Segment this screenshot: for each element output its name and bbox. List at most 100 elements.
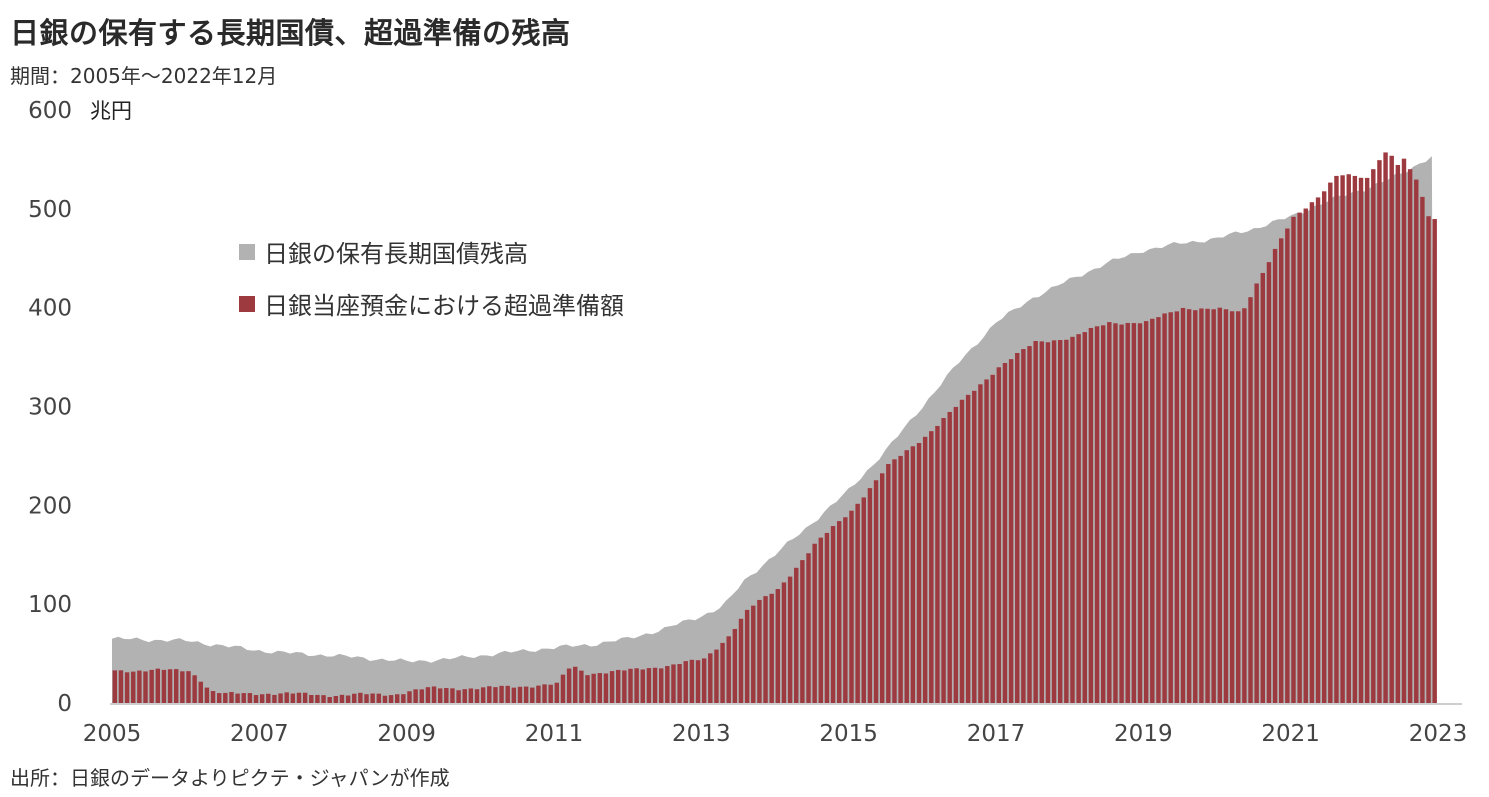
excess-reserve-bar	[505, 685, 510, 703]
excess-reserve-bar	[1027, 346, 1032, 703]
chart-period: 期間：2005年～2022年12月	[10, 64, 278, 88]
excess-reserve-bar	[867, 488, 873, 703]
excess-reserve-bar	[646, 668, 652, 703]
excess-reserve-bar	[370, 693, 375, 703]
excess-reserve-bar	[1223, 309, 1229, 703]
excess-reserve-bar	[137, 670, 142, 703]
y-tick-label: 400	[28, 296, 72, 322]
excess-reserve-bar	[953, 406, 959, 703]
y-tick-label: 600	[28, 98, 72, 124]
excess-reserve-bar	[665, 666, 670, 703]
excess-reserve-bar	[456, 690, 461, 703]
excess-reserve-bar	[1260, 272, 1266, 703]
excess-reserve-bar	[714, 649, 719, 703]
excess-reserve-bar	[1180, 307, 1186, 703]
excess-reserve-bar	[167, 669, 173, 703]
excess-reserve-bar	[1217, 307, 1223, 703]
x-tick-label: 2011	[525, 721, 584, 747]
excess-reserve-bar	[990, 374, 995, 703]
excess-reserve-bar	[345, 695, 351, 703]
excess-reserve-bar	[462, 689, 467, 703]
excess-reserve-bar	[523, 686, 529, 703]
excess-reserve-bar	[689, 659, 695, 703]
excess-reserve-bar	[781, 582, 787, 703]
excess-reserve-bar	[769, 593, 774, 703]
excess-reserve-bar	[1193, 310, 1198, 703]
excess-reserve-bar	[1420, 196, 1425, 703]
chart-title: 日銀の保有する長期国債、超過準備の残高	[10, 16, 571, 50]
excess-reserve-bar	[284, 692, 289, 703]
excess-reserve-bar	[143, 671, 148, 703]
excess-reserve-bar	[382, 695, 388, 703]
excess-reserve-bar	[204, 687, 210, 703]
excess-reserve-bar	[499, 685, 504, 703]
excess-reserve-bar	[1242, 308, 1247, 703]
excess-reserve-bar	[972, 390, 977, 703]
excess-reserve-bar	[1389, 155, 1394, 703]
excess-reserve-bar	[843, 517, 848, 703]
excess-reserve-bar	[272, 694, 277, 703]
excess-reserve-bar	[401, 694, 406, 703]
excess-reserve-bar	[941, 418, 946, 703]
excess-reserve-bar	[1407, 169, 1413, 703]
excess-reserve-bar	[591, 673, 596, 703]
excess-reserve-bar	[757, 599, 762, 703]
excess-reserve-bar	[1414, 179, 1419, 703]
y-tick-label: 100	[28, 592, 72, 618]
excess-reserve-bar	[1236, 311, 1241, 703]
excess-reserve-bar	[1076, 334, 1081, 703]
excess-reserve-bar	[395, 694, 400, 703]
excess-reserve-bar	[554, 682, 560, 703]
excess-reserve-bar	[339, 694, 345, 703]
excess-reserve-bar	[223, 692, 228, 703]
excess-reserve-bar	[935, 425, 940, 703]
excess-reserve-bar	[849, 510, 854, 703]
excess-reserve-bar	[1021, 349, 1026, 703]
excess-reserve-bar	[419, 689, 424, 703]
excess-reserve-bar	[425, 687, 431, 703]
excess-reserve-bar	[1125, 322, 1130, 703]
excess-reserve-bar	[1045, 342, 1051, 703]
excess-reserve-bar	[751, 605, 756, 703]
y-tick-label: 500	[28, 197, 72, 223]
excess-reserve-bar	[597, 673, 603, 703]
excess-reserve-bar	[585, 675, 590, 703]
excess-reserve-bar	[1174, 311, 1180, 703]
excess-reserve-bar	[726, 636, 731, 703]
excess-reserve-bar	[634, 668, 639, 703]
excess-reserve-bar	[609, 671, 615, 703]
excess-reserve-bar	[1371, 169, 1376, 703]
excess-reserve-bar	[800, 560, 805, 703]
x-tick-label: 2021	[1261, 721, 1320, 747]
excess-reserve-bar	[1088, 327, 1094, 703]
excess-reserve-bar	[548, 684, 553, 703]
excess-reserve-bar	[824, 532, 830, 703]
excess-reserve-bar	[1039, 341, 1045, 703]
excess-reserve-bar	[922, 436, 928, 703]
excess-reserve-bar	[155, 668, 161, 703]
excess-reserve-bar	[480, 687, 486, 703]
excess-reserve-bar	[296, 692, 302, 703]
excess-reserve-bar	[1334, 175, 1339, 703]
excess-reserve-bar	[929, 431, 934, 703]
excess-reserve-bar	[1309, 202, 1315, 703]
excess-reserve-bar	[1285, 228, 1290, 703]
excess-reserve-bar	[388, 695, 394, 703]
excess-reserve-bar	[1352, 175, 1358, 703]
excess-reserve-bar	[560, 674, 566, 703]
excess-reserve-bar	[229, 691, 234, 703]
excess-reserve-bar	[701, 658, 707, 703]
excess-reserve-bar	[149, 669, 154, 703]
excess-reserve-bar	[1156, 317, 1161, 703]
excess-reserve-bar	[124, 672, 130, 703]
excess-reserve-bar	[640, 669, 645, 703]
excess-reserve-bar	[468, 688, 474, 703]
excess-reserve-bar	[407, 691, 412, 703]
excess-reserve-bar	[787, 576, 793, 703]
chart-source: 出所：日銀のデータよりピクテ・ジャパンが作成	[10, 766, 450, 790]
excess-reserve-bar	[947, 411, 952, 703]
x-tick-label: 2005	[83, 721, 142, 747]
excess-reserve-bar	[695, 660, 701, 703]
excess-reserve-bar	[1002, 362, 1008, 703]
